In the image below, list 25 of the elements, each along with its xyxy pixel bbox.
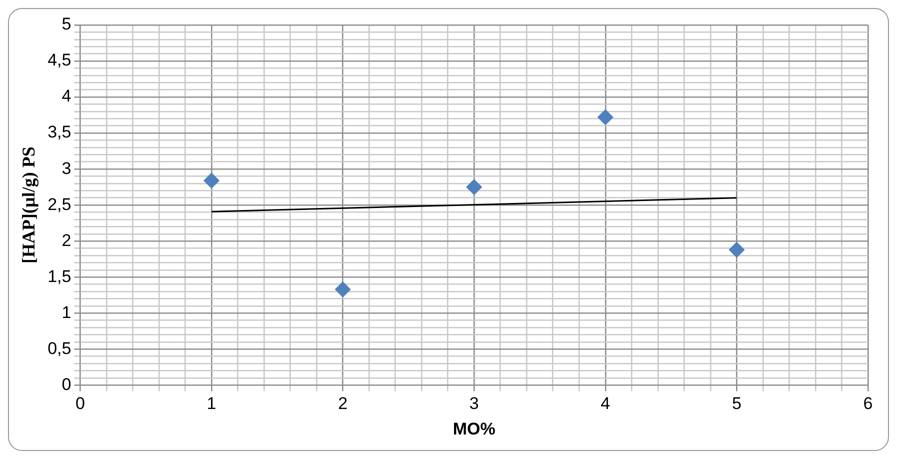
y-axis-title: [HAP](µl/g) PS <box>18 146 38 264</box>
x-tick-label: 4 <box>600 394 610 414</box>
point <box>466 179 482 195</box>
y-tick-label: 4,5 <box>48 50 72 70</box>
x-tick-label: 3 <box>469 394 479 414</box>
y-tick-label: 0,5 <box>48 338 72 358</box>
point <box>204 172 220 188</box>
y-tick-label: 1 <box>62 302 72 322</box>
y-tick-label: 2 <box>62 230 72 250</box>
y-tick-label: 0 <box>62 374 72 394</box>
y-tick-label: 1,5 <box>48 266 72 286</box>
point <box>728 242 744 258</box>
y-tick-label: 4 <box>62 86 72 106</box>
x-tick-label: 6 <box>863 394 873 414</box>
x-tick-label: 0 <box>76 394 85 414</box>
y-tick-label: 3,5 <box>48 122 72 142</box>
point <box>335 282 351 298</box>
point <box>598 109 614 125</box>
y-tick-label: 3 <box>62 158 72 178</box>
x-tick-label: 2 <box>338 394 348 414</box>
y-tick-label: 5 <box>62 14 72 34</box>
x-tick-label: 1 <box>206 394 216 414</box>
x-tick-label: 5 <box>732 394 742 414</box>
y-tick-label: 2,5 <box>48 194 72 214</box>
x-axis-title: MO% <box>452 419 496 438</box>
